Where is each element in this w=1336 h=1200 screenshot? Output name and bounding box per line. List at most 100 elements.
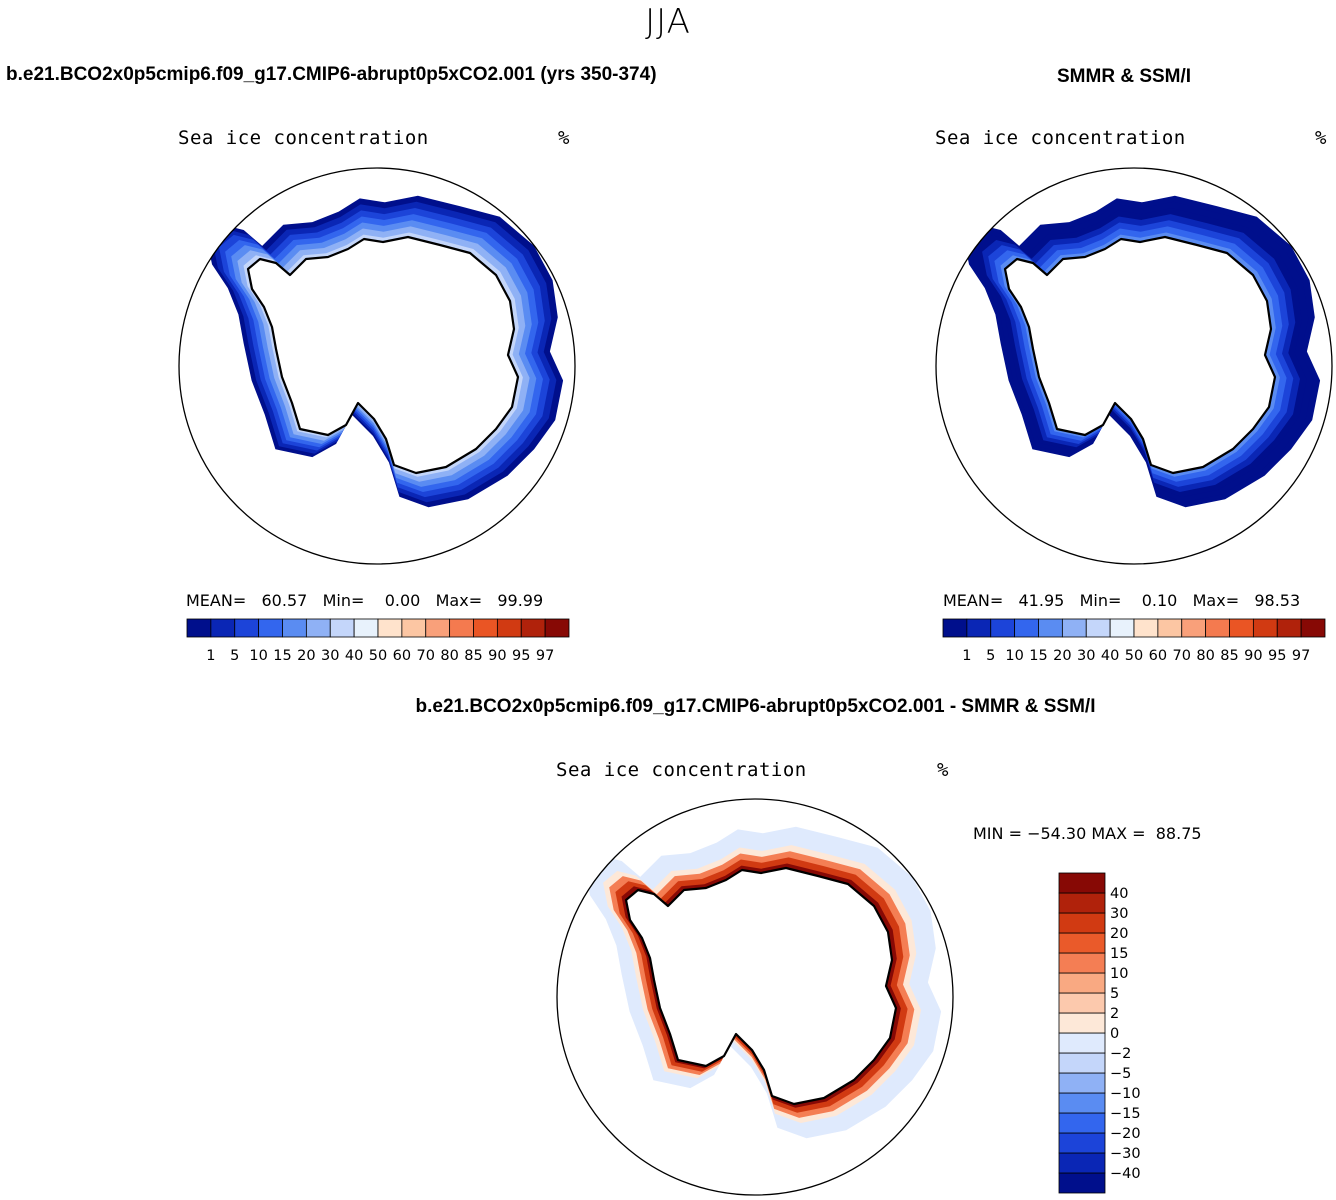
min-label: Min= bbox=[322, 591, 365, 610]
colorbar-swatch bbox=[1133, 618, 1159, 638]
diff-minmax: MIN = −54.30 MAX = 88.75 bbox=[973, 824, 1202, 843]
colorbar-tick-label: 15 bbox=[1029, 648, 1047, 664]
colorbar-tick-label: −2 bbox=[1110, 1046, 1131, 1062]
model-colorbar: 1 5 10 15 20 30 40 50 60 70 80 85 90 95 97 bbox=[186, 618, 570, 664]
colorbar-swatch bbox=[1058, 1092, 1106, 1114]
map-boundary bbox=[935, 167, 1333, 565]
colorbar-tick-label: 90 bbox=[1244, 648, 1262, 664]
colorbar-swatch bbox=[425, 618, 451, 638]
obs-panel-title: SMMR & SSM/I bbox=[1057, 66, 1192, 87]
colorbar-tick-label: 10 bbox=[1110, 966, 1128, 982]
season-title: JJA bbox=[645, 2, 691, 42]
max-label: Max= bbox=[435, 591, 483, 610]
colorbar-swatch bbox=[1205, 618, 1230, 638]
colorbar-tick-label: 30 bbox=[1110, 906, 1128, 922]
obs-colorbar: 1 5 10 15 20 30 40 50 60 70 80 85 90 95 97 bbox=[942, 618, 1326, 664]
colorbar-tick-label: −15 bbox=[1110, 1106, 1141, 1122]
colorbar-tick-label: 20 bbox=[1110, 926, 1128, 942]
colorbar-swatch bbox=[942, 618, 968, 638]
diff-map bbox=[556, 798, 954, 1196]
colorbar-tick-label: 70 bbox=[1173, 648, 1191, 664]
colorbar-tick-label: 85 bbox=[464, 648, 482, 664]
mean-label: MEAN= bbox=[186, 591, 247, 610]
colorbar-swatch bbox=[234, 618, 260, 638]
obs-units-label: % bbox=[1315, 127, 1327, 149]
max-value: 98.53 bbox=[1254, 591, 1301, 610]
colorbar-swatch bbox=[210, 618, 236, 638]
map-boundary bbox=[556, 798, 954, 1196]
max-value: 99.99 bbox=[497, 591, 544, 610]
colorbar-swatch bbox=[1058, 1012, 1106, 1034]
colorbar-tick-label: 2 bbox=[1110, 1006, 1119, 1022]
min-value: 0.00 bbox=[384, 591, 421, 610]
colorbar-tick-label: 20 bbox=[297, 648, 315, 664]
colorbar-tick-label: −30 bbox=[1110, 1146, 1141, 1162]
colorbar-tick-label: 15 bbox=[273, 648, 291, 664]
mean-label: MEAN= bbox=[943, 591, 1004, 610]
colorbar-swatch bbox=[1058, 1172, 1106, 1194]
colorbar-swatch bbox=[1058, 912, 1106, 934]
min-value: 0.10 bbox=[1141, 591, 1178, 610]
colorbar-swatch bbox=[1058, 972, 1106, 994]
colorbar-tick-label: 20 bbox=[1053, 648, 1071, 664]
colorbar-swatch bbox=[1058, 872, 1106, 894]
colorbar-swatch bbox=[1058, 932, 1106, 954]
colorbar-swatch bbox=[377, 618, 403, 638]
colorbar-tick-label: 95 bbox=[512, 648, 530, 664]
colorbar-tick-label: 85 bbox=[1220, 648, 1238, 664]
colorbar-tick-label: 1 bbox=[962, 648, 971, 664]
colorbar-swatch bbox=[473, 618, 498, 638]
colorbar-swatch bbox=[1058, 1152, 1106, 1174]
model-stats: MEAN= 60.57 Min= 0.00 Max= 99.99 bbox=[186, 591, 543, 610]
colorbar-tick-label: −5 bbox=[1110, 1066, 1131, 1082]
colorbar-swatch bbox=[520, 618, 546, 638]
colorbar-swatch bbox=[1014, 618, 1039, 638]
colorbar-tick-label: 97 bbox=[1292, 648, 1310, 664]
colorbar-swatch bbox=[496, 618, 522, 638]
colorbar-swatch bbox=[1058, 992, 1106, 1014]
colorbar-swatch bbox=[1229, 618, 1254, 638]
mean-value: 41.95 bbox=[1018, 591, 1065, 610]
colorbar-tick-label: 5 bbox=[986, 648, 995, 664]
colorbar-tick-label: 30 bbox=[321, 648, 339, 664]
colorbar-swatch bbox=[1038, 618, 1063, 638]
colorbar-swatch bbox=[1181, 618, 1207, 638]
colorbar-tick-label: 95 bbox=[1268, 648, 1286, 664]
diff-units-label: % bbox=[937, 759, 949, 781]
colorbar-tick-label: 50 bbox=[369, 648, 387, 664]
antarctica-coastline bbox=[624, 866, 898, 1106]
colorbar-tick-label: 1 bbox=[206, 648, 215, 664]
antarctica-coastline bbox=[1003, 235, 1277, 475]
colorbar-swatch bbox=[449, 618, 474, 638]
colorbar-swatch bbox=[990, 618, 1016, 638]
colorbar-swatch bbox=[1058, 952, 1106, 974]
colorbar-tick-label: 97 bbox=[536, 648, 554, 664]
colorbar-tick-label: −20 bbox=[1110, 1126, 1141, 1142]
colorbar-swatch bbox=[1157, 618, 1183, 638]
colorbar-tick-label: 0 bbox=[1110, 1026, 1119, 1042]
colorbar-swatch bbox=[1058, 1132, 1106, 1154]
colorbar-tick-label: 90 bbox=[488, 648, 506, 664]
colorbar-swatch bbox=[186, 618, 212, 638]
colorbar-swatch bbox=[258, 618, 283, 638]
colorbar-tick-label: 5 bbox=[230, 648, 239, 664]
colorbar-swatch bbox=[1058, 892, 1106, 914]
colorbar-tick-label: 60 bbox=[393, 648, 411, 664]
colorbar-tick-label: 40 bbox=[345, 648, 363, 664]
colorbar-swatch bbox=[544, 618, 570, 638]
obs-map bbox=[935, 167, 1333, 565]
colorbar-swatch bbox=[401, 618, 427, 638]
colorbar-swatch bbox=[1058, 1032, 1106, 1054]
diff-panel-title: b.e21.BCO2x0p5cmip6.f09_g17.CMIP6-abrupt… bbox=[415, 696, 1096, 717]
model-panel-title: b.e21.BCO2x0p5cmip6.f09_g17.CMIP6-abrupt… bbox=[6, 64, 657, 85]
colorbar-tick-label: 60 bbox=[1149, 648, 1167, 664]
colorbar-swatch bbox=[1058, 1052, 1106, 1074]
colorbar-swatch bbox=[1252, 618, 1278, 638]
colorbar-tick-label: 50 bbox=[1125, 648, 1143, 664]
colorbar-tick-label: −10 bbox=[1110, 1086, 1141, 1102]
colorbar-tick-label: 15 bbox=[1110, 946, 1128, 962]
colorbar-tick-label: −40 bbox=[1110, 1166, 1141, 1182]
colorbar-swatch bbox=[966, 618, 992, 638]
colorbar-tick-label: 40 bbox=[1101, 648, 1119, 664]
